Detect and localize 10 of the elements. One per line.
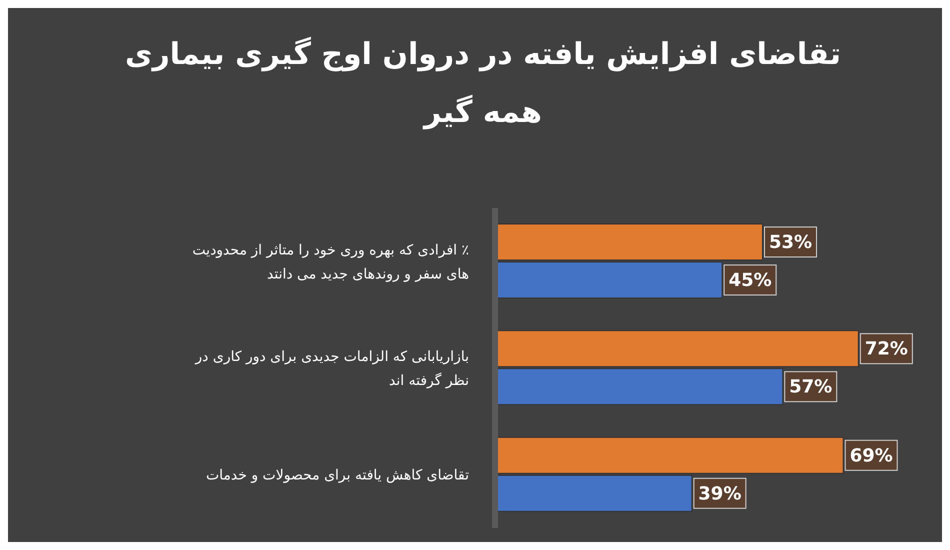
chart-title: تقاضای افزایش یافته در دروان اوج گیری بیماری همه گیر: [124, 36, 842, 132]
data-label: 53%: [768, 232, 812, 253]
data-label: 69%: [850, 445, 893, 466]
y-tick-label: ٪ افرادی که بهره وری خود را متاثر از محدودیت های سفر و روندهای جدید می دانتد: [192, 242, 469, 282]
data-label: 39%: [698, 483, 742, 504]
data-label: 57%: [789, 376, 832, 398]
data-label: 45%: [728, 270, 772, 291]
y-tick-label: بازاریابانی که الزامات جدیدی برای دور کاری در نظر گرفته اند: [194, 349, 469, 389]
y-tick-label: تقاضای کاهش یافته برای محصولات و خدمات: [206, 468, 470, 484]
data-label: 72%: [864, 338, 908, 360]
